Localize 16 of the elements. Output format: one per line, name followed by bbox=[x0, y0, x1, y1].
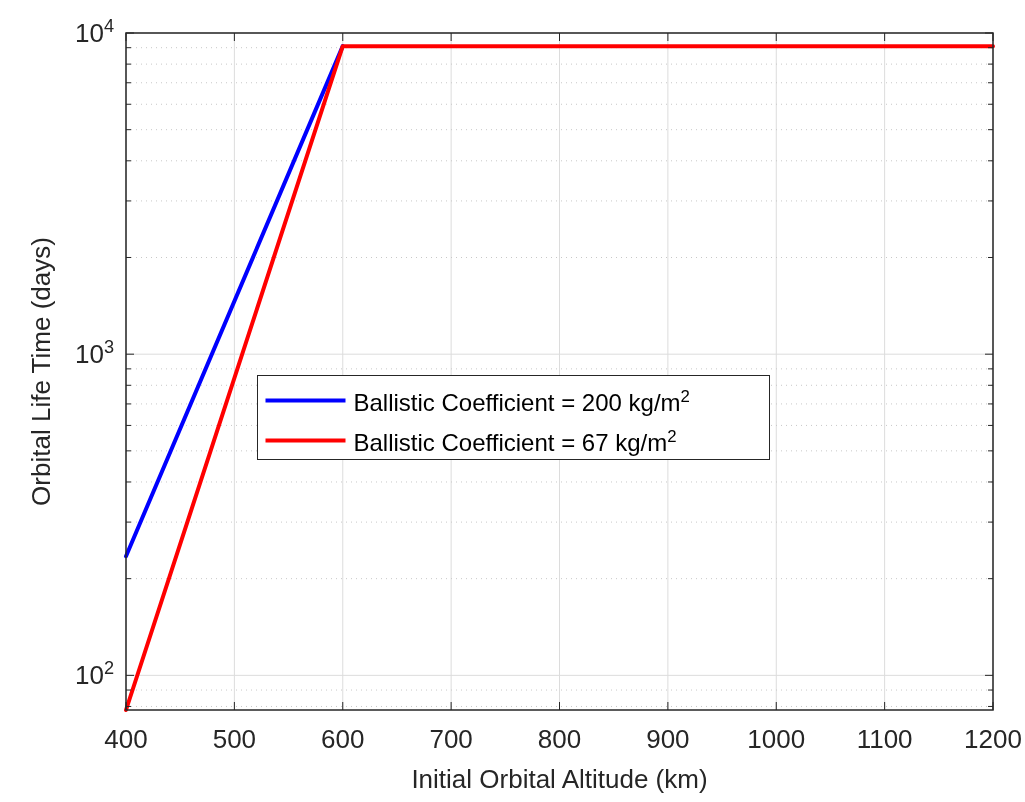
x-tick-label: 800 bbox=[537, 724, 582, 754]
x-tick-label: 600 bbox=[321, 724, 365, 754]
x-tick-label: 1000 bbox=[747, 724, 806, 754]
x-axis-title: Initial Orbital Altitude (km) bbox=[411, 764, 708, 794]
x-tick-label: 700 bbox=[429, 724, 473, 754]
y-tick-label: 10$^{4}$ bbox=[74, 16, 114, 48]
y-tick-label: 10$^{2}$ bbox=[74, 658, 114, 691]
legend-label: Ballistic Coefficient = 200 kg/m$^{2}$ bbox=[353, 386, 690, 416]
x-tick-label: 1200 bbox=[964, 724, 1022, 754]
x-tick-label: 400 bbox=[104, 724, 148, 754]
y-axis-title: Orbital Life Time (days) bbox=[26, 237, 56, 506]
x-tick-label: 1100 bbox=[856, 724, 913, 754]
y-tick-label: 10$^{3}$ bbox=[74, 337, 114, 370]
x-tick-label: 900 bbox=[646, 724, 690, 754]
legend-label: Ballistic Coefficient = 67 kg/m$^{2}$ bbox=[353, 426, 677, 456]
x-tick-label: 500 bbox=[212, 724, 257, 754]
